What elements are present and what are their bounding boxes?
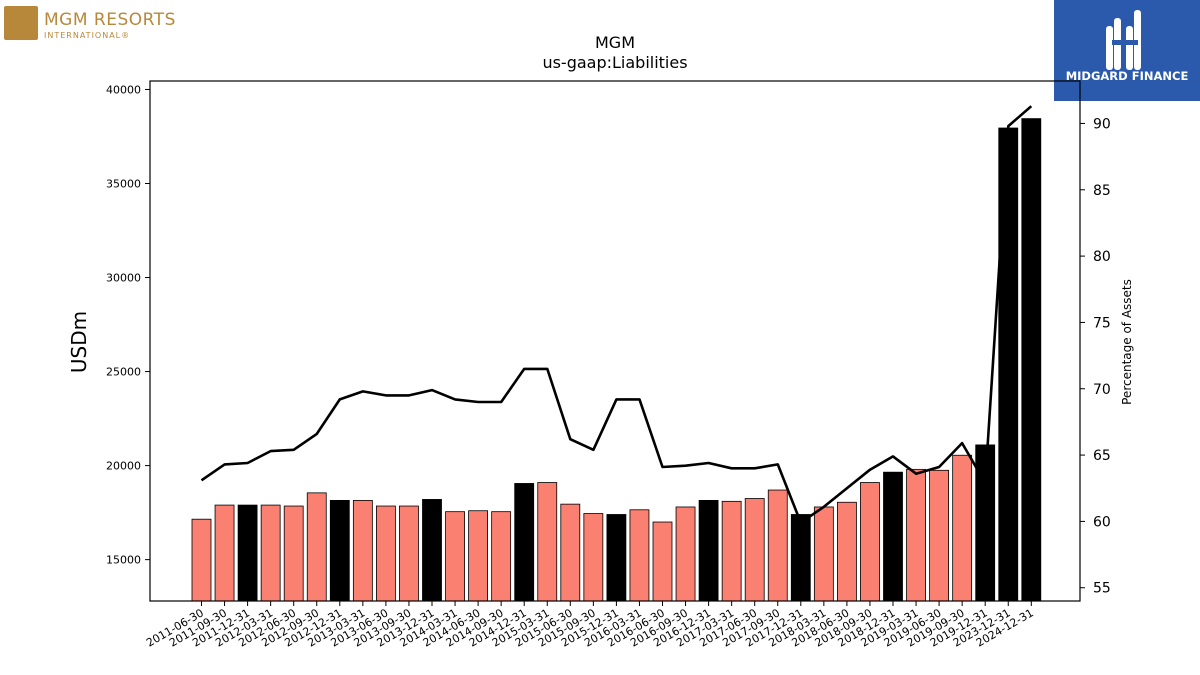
- y-tick-label: 15000: [106, 554, 141, 567]
- lion-icon: [4, 6, 38, 40]
- bar-2013-09-30: [399, 505, 419, 602]
- bar-2012-03-31: [260, 504, 281, 602]
- bar-2015-12-31: [606, 514, 627, 602]
- company-logo-name: MGM RESORTS: [44, 10, 176, 30]
- bar-2011-09-30: [214, 504, 235, 602]
- bar-2015-06-30: [560, 503, 581, 602]
- bar-2024-12-31: [1021, 118, 1042, 602]
- y-tick-label: 30000: [106, 272, 141, 285]
- midgard-mark-icon: [1106, 10, 1141, 70]
- bar-2015-03-31: [537, 482, 558, 602]
- bar-2018-06-30: [837, 501, 857, 602]
- y-tick-label: 35000: [106, 177, 141, 190]
- bar-2014-03-31: [445, 511, 465, 602]
- bar-2019-09-30: [952, 454, 973, 602]
- y-tick-label: 25000: [106, 366, 141, 379]
- bar-2016-06-30: [652, 521, 673, 602]
- bar-2016-09-30: [675, 506, 696, 602]
- axes: 15000 20000 25000 30000 35000 40000 55 60 65 70 75…: [106, 80, 1111, 650]
- y2-tick-label: 55: [1093, 581, 1111, 597]
- bar-2016-03-31: [629, 509, 650, 602]
- bar-2016-12-31: [698, 499, 719, 602]
- bar-2017-06-30: [744, 498, 765, 602]
- y2-tick-label: 65: [1093, 448, 1111, 464]
- bar-2013-12-31: [422, 499, 442, 602]
- midgard-finance-logo: MIDGARD FINANCE: [1054, 0, 1200, 101]
- plot-frame: [149, 80, 1081, 602]
- bar-2013-03-31: [352, 499, 373, 602]
- bar-2018-12-31: [883, 471, 903, 602]
- bar-2015-09-30: [583, 513, 604, 602]
- y2-tick-label: 90: [1093, 116, 1111, 132]
- y2-tick-label: 80: [1093, 249, 1111, 265]
- publisher-logo-text: MIDGARD FINANCE: [1065, 69, 1189, 83]
- bar-2018-09-30: [860, 482, 880, 602]
- bar-2017-03-31: [721, 500, 742, 602]
- y2-tick-label: 60: [1093, 514, 1111, 530]
- bar-series: [191, 118, 1042, 602]
- bar-2012-12-31: [329, 499, 350, 602]
- y2-tick-label: 75: [1093, 315, 1111, 331]
- chart-title: MGM: [595, 33, 635, 52]
- bar-2023-12-31: [998, 127, 1019, 602]
- bar-2011-12-31: [237, 504, 258, 602]
- bar-2012-06-30: [283, 505, 304, 602]
- mgm-resorts-logo: MGM RESORTS INTERNATIONAL®: [4, 4, 204, 44]
- bar-2014-06-30: [468, 510, 489, 602]
- y2-tick-label: 85: [1093, 183, 1111, 199]
- y2-tick-label: 70: [1093, 382, 1111, 398]
- bar-2013-06-30: [375, 505, 396, 602]
- bar-2011-06-30: [191, 518, 212, 602]
- bar-2014-12-31: [514, 483, 535, 602]
- y-axis-label: USDm: [67, 311, 91, 373]
- y2-axis-label: Percentage of Assets: [1120, 279, 1134, 405]
- bar-2012-09-30: [306, 492, 327, 602]
- bar-2019-03-31: [906, 468, 926, 602]
- percent-line: [200, 105, 1033, 525]
- y-tick-label: 40000: [106, 83, 141, 96]
- bar-2014-09-30: [491, 511, 512, 602]
- bar-2019-06-30: [929, 469, 949, 602]
- bar-2017-09-30: [767, 489, 788, 602]
- y-tick-label: 20000: [106, 460, 141, 473]
- bar-2017-12-31: [790, 514, 811, 602]
- percent-line-series: [200, 105, 1033, 525]
- bar-2018-03-31: [813, 506, 834, 602]
- chart-subtitle: us-gaap:Liabilities: [542, 53, 687, 72]
- company-logo-sub: INTERNATIONAL®: [44, 31, 131, 40]
